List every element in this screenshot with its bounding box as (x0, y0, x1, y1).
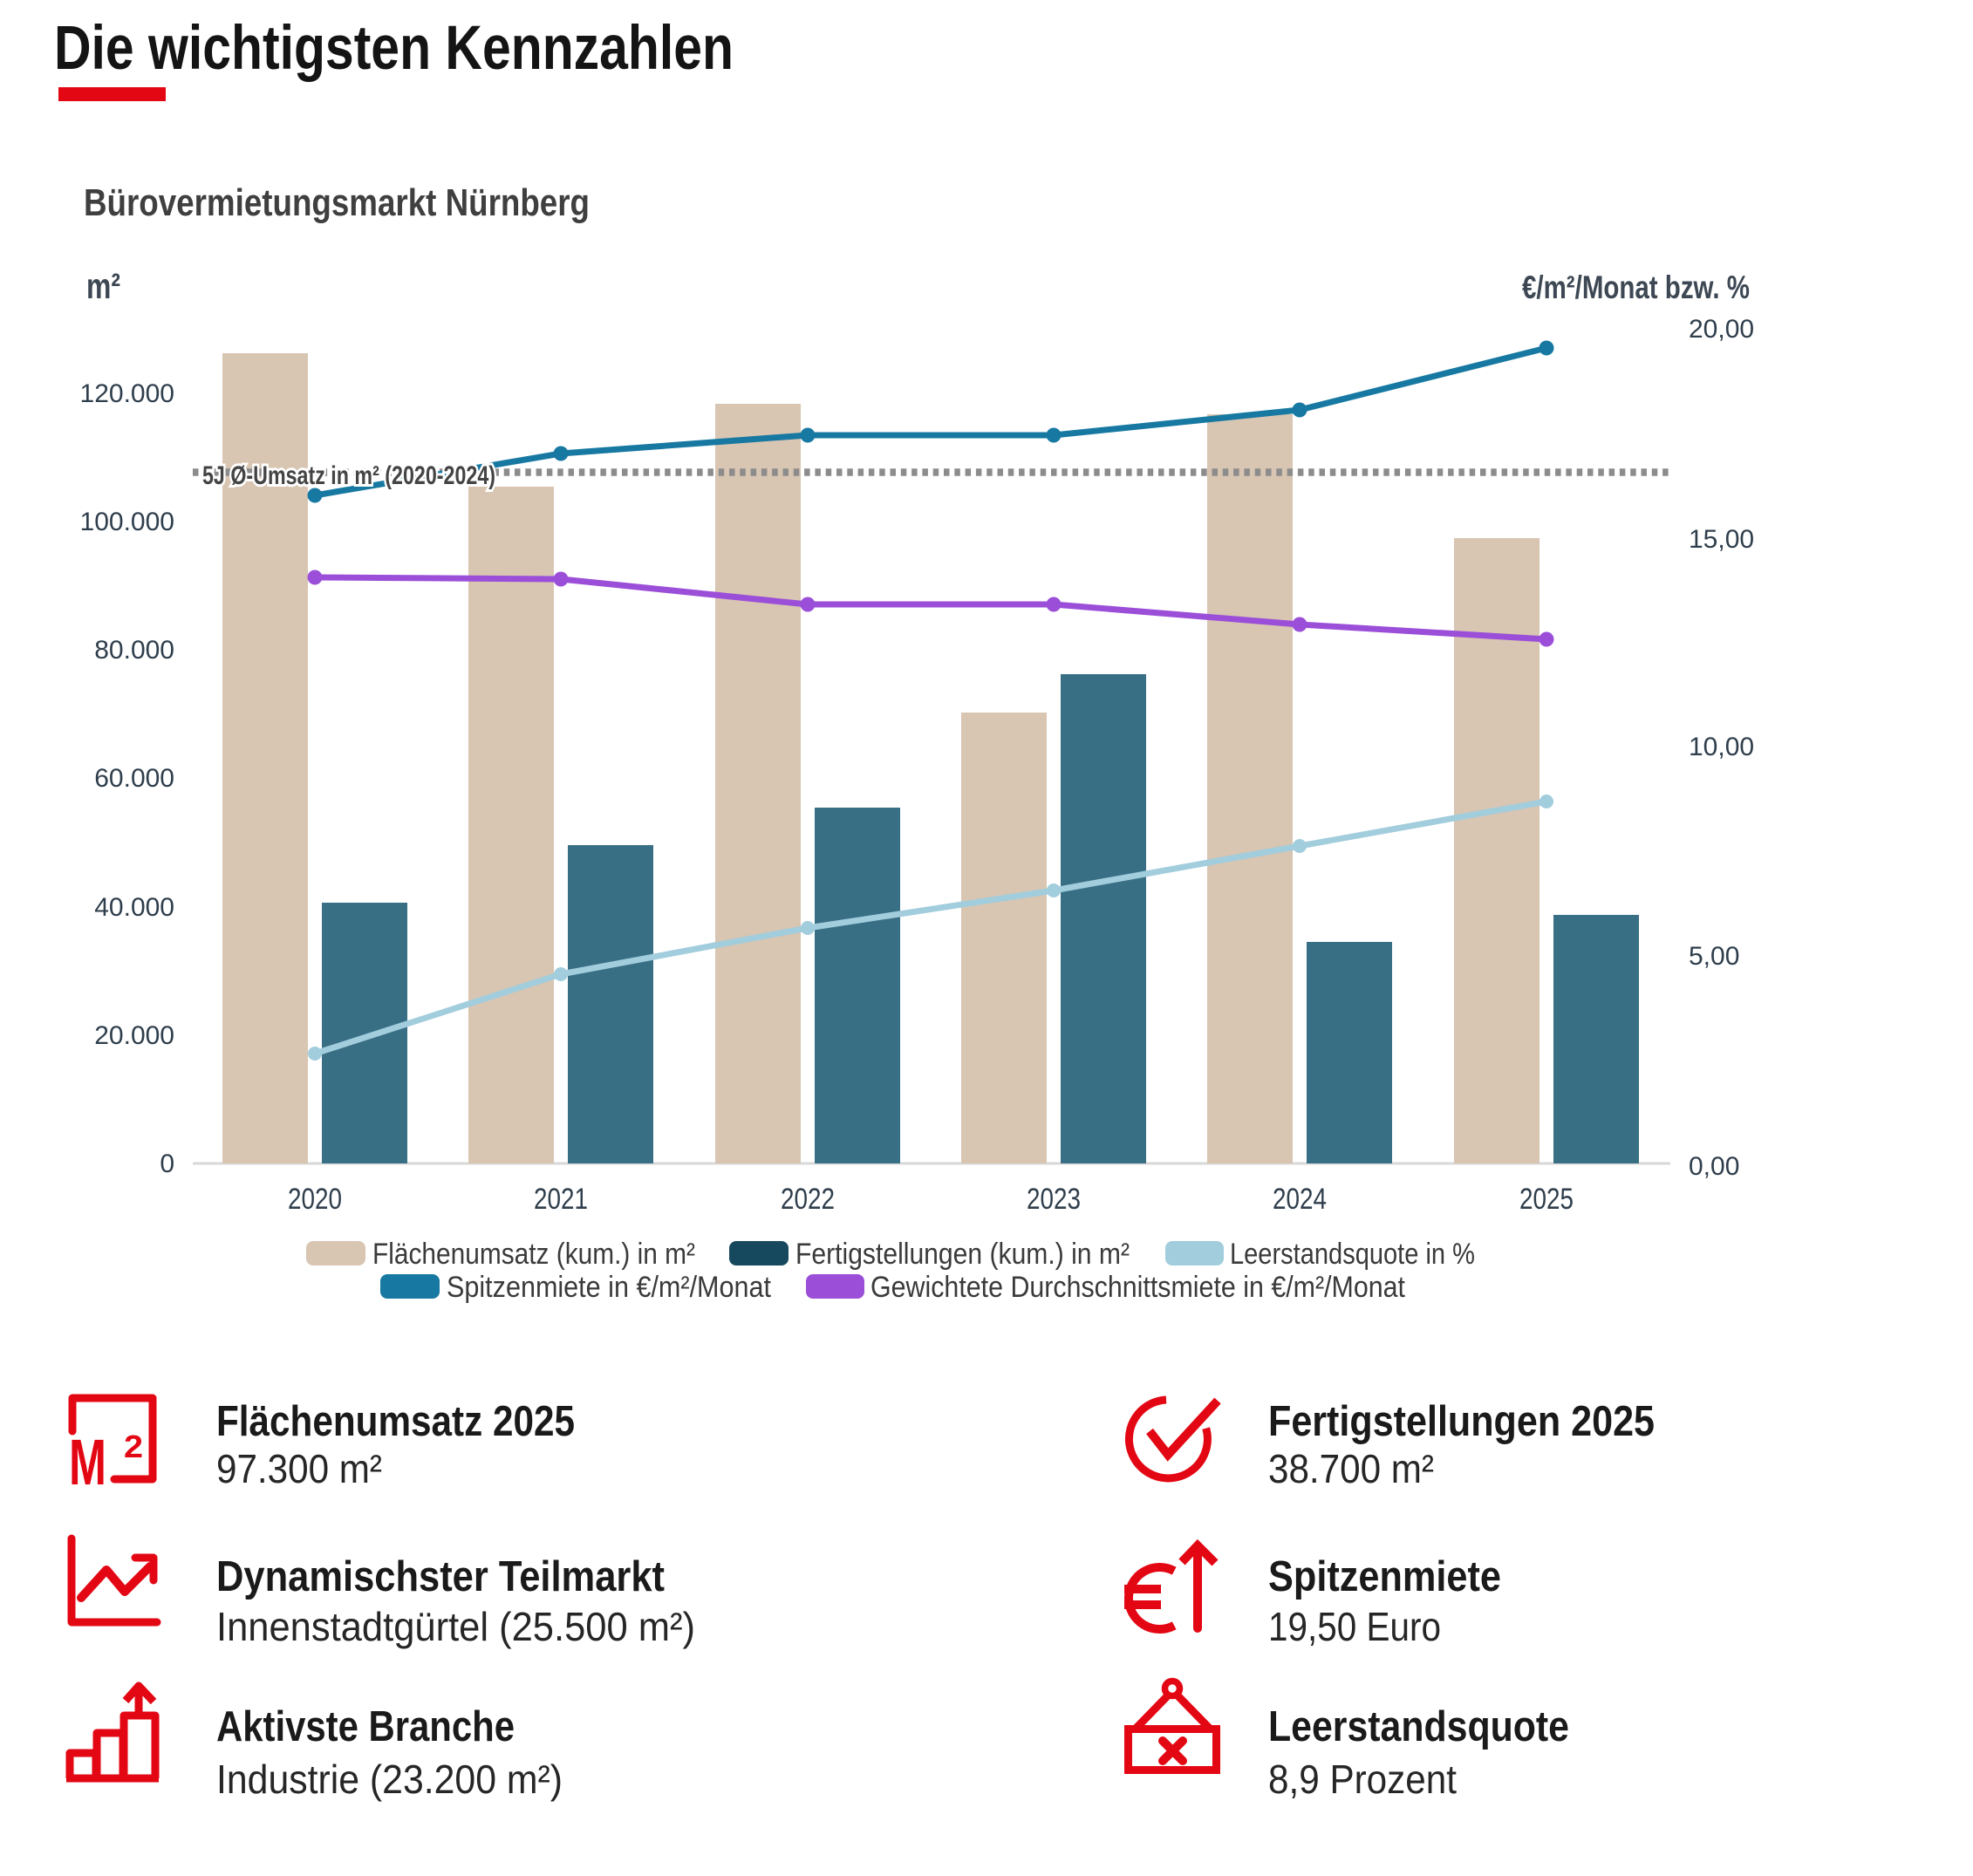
svg-text:Fertigstellungen (kum.) in m²: Fertigstellungen (kum.) in m² (795, 1238, 1130, 1271)
svg-text:2020: 2020 (288, 1183, 342, 1216)
svg-text:2: 2 (124, 1429, 143, 1464)
svg-text:Fertigstellungen 2025: Fertigstellungen 2025 (1268, 1398, 1655, 1445)
svg-text:60.000: 60.000 (94, 764, 174, 793)
svg-text:5J Ø-Umsatz in m² (2020-2024): 5J Ø-Umsatz in m² (2020-2024) (202, 461, 495, 490)
svg-text:97.300 m²: 97.300 m² (216, 1446, 382, 1491)
svg-text:5,00: 5,00 (1689, 942, 1739, 971)
svg-text:Flächenumsatz (kum.) in m²: Flächenumsatz (kum.) in m² (372, 1238, 695, 1271)
svg-text:Spitzenmiete in €/m²/Monat: Spitzenmiete in €/m²/Monat (447, 1271, 771, 1304)
svg-text:40.000: 40.000 (94, 893, 174, 922)
svg-text:80.000: 80.000 (94, 636, 174, 665)
svg-text:38.700 m²: 38.700 m² (1268, 1446, 1434, 1491)
svg-text:8,9 Prozent: 8,9 Prozent (1268, 1757, 1457, 1802)
svg-text:100.000: 100.000 (80, 508, 174, 536)
svg-text:0: 0 (160, 1149, 174, 1178)
svg-text:Aktivste Branche: Aktivste Branche (216, 1703, 515, 1750)
svg-text:Dynamischster Teilmarkt: Dynamischster Teilmarkt (216, 1553, 665, 1600)
svg-text:Bürovermietungsmarkt Nürnberg: Bürovermietungsmarkt Nürnberg (84, 181, 590, 224)
svg-text:2023: 2023 (1027, 1183, 1081, 1216)
svg-text:2022: 2022 (781, 1183, 835, 1216)
svg-text:19,50 Euro: 19,50 Euro (1268, 1604, 1441, 1649)
svg-text:Industrie (23.200 m²): Industrie (23.200 m²) (216, 1757, 563, 1802)
svg-text:2025: 2025 (1519, 1183, 1574, 1216)
svg-text:2021: 2021 (534, 1183, 588, 1216)
svg-text:Leerstandsquote in %: Leerstandsquote in % (1230, 1238, 1475, 1271)
svg-text:€/m²/Monat bzw. %: €/m²/Monat bzw. % (1522, 269, 1750, 305)
svg-text:Flächenumsatz 2025: Flächenumsatz 2025 (216, 1398, 575, 1445)
svg-text:Gewichtete Durchschnittsmiete: Gewichtete Durchschnittsmiete in €/m²/Mo… (870, 1271, 1405, 1304)
svg-text:Die wichtigsten Kennzahlen: Die wichtigsten Kennzahlen (54, 14, 734, 83)
svg-text:15,00: 15,00 (1689, 525, 1754, 554)
svg-text:M: M (69, 1426, 106, 1498)
svg-text:2024: 2024 (1273, 1183, 1327, 1216)
svg-text:Spitzenmiete: Spitzenmiete (1268, 1553, 1501, 1600)
svg-text:20.000: 20.000 (94, 1021, 174, 1050)
svg-text:Leerstandsquote: Leerstandsquote (1268, 1703, 1569, 1750)
svg-text:Innenstadtgürtel (25.500 m²): Innenstadtgürtel (25.500 m²) (216, 1604, 695, 1649)
svg-text:20,00: 20,00 (1689, 315, 1754, 344)
svg-text:10,00: 10,00 (1689, 733, 1754, 761)
svg-text:0,00: 0,00 (1689, 1152, 1739, 1181)
svg-text:m²: m² (86, 266, 120, 306)
svg-text:120.000: 120.000 (80, 379, 174, 408)
